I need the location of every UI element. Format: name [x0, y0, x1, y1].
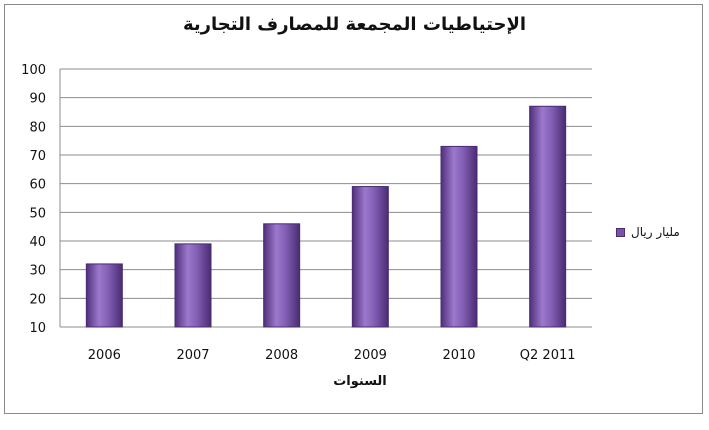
- chart-title: الإحتياطيات المجمعة للمصارف التجارية: [182, 14, 527, 35]
- bar: [529, 105, 567, 328]
- y-tick-label: 40: [29, 235, 46, 250]
- y-tick-label: 100: [21, 63, 46, 78]
- x-tick-label: 2010: [442, 348, 475, 363]
- x-axis-title: السنوات: [333, 374, 387, 389]
- y-tick-label: 30: [29, 264, 46, 279]
- y-tick-label: 70: [29, 149, 46, 164]
- bar: [351, 186, 389, 328]
- y-tick-label: 50: [29, 206, 46, 221]
- x-tick-label: 2009: [354, 348, 387, 363]
- bar: [174, 243, 212, 328]
- y-axis-ticks: 10 20 30 40 50 60 70 80 90 100: [21, 63, 46, 336]
- bars: [85, 105, 567, 328]
- bar: [85, 263, 123, 328]
- y-tick-label: 90: [29, 92, 46, 107]
- y-tick-label: 80: [29, 120, 46, 135]
- x-tick-label: Q2 2011: [520, 348, 576, 363]
- x-tick-label: 2006: [88, 348, 121, 363]
- legend-swatch: [616, 227, 625, 237]
- legend: مليار ريال: [616, 225, 680, 239]
- y-tick-label: 20: [29, 292, 46, 307]
- x-axis-ticks: 2006 2007 2008 2009 2010 Q2 2011: [88, 348, 576, 363]
- x-tick-label: 2008: [265, 348, 298, 363]
- x-tick-label: 2007: [176, 348, 209, 363]
- grid-lines: [59, 68, 592, 328]
- legend-label: مليار ريال: [631, 225, 680, 239]
- bar: [263, 223, 301, 328]
- y-tick-label: 10: [29, 321, 46, 336]
- bar: [440, 145, 478, 328]
- y-tick-label: 60: [29, 178, 46, 193]
